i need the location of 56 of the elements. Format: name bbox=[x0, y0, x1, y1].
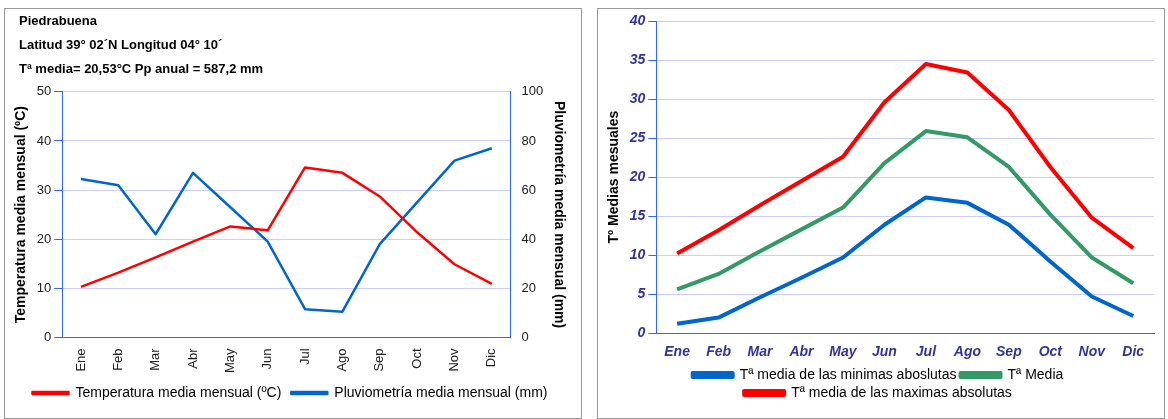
y2-tick-label: 100 bbox=[521, 83, 544, 99]
x-tick-label: Nov bbox=[1078, 343, 1107, 360]
y-tick-label: 15 bbox=[629, 206, 646, 223]
legend-label: Tª Media bbox=[1007, 365, 1064, 382]
x-tick-label: Oct bbox=[1038, 343, 1064, 360]
y2-axis-title: Pluviometría media mensual (mm) bbox=[551, 101, 568, 329]
y-tick-label: 30 bbox=[36, 181, 52, 197]
x-tick-label: Abr bbox=[788, 343, 816, 360]
legend-label: Pluviometría media mensual (mm) bbox=[334, 383, 548, 400]
chart-subtitle: Latitud 39° 02´N Longitud 04° 10´ bbox=[19, 36, 224, 54]
y2-tick-label: 20 bbox=[521, 279, 536, 295]
chart-title: Piedrabuena bbox=[19, 12, 99, 30]
text: Tª media= 20,53°C Pp anual = 587,2 mm bbox=[19, 60, 265, 78]
x-tick-label: Ene bbox=[72, 348, 88, 372]
y-tick-label: 50 bbox=[36, 83, 52, 99]
x-tick-label: Mar bbox=[747, 343, 775, 360]
x-tick-label: Jun bbox=[259, 348, 275, 370]
y-tick-label: 20 bbox=[36, 230, 52, 246]
x-tick-label: Feb bbox=[109, 348, 125, 371]
y-tick-label: 10 bbox=[36, 279, 52, 295]
x-tick-label: Sep bbox=[996, 343, 1023, 360]
x-tick-label: Ago bbox=[333, 348, 349, 372]
legend-label: Tª media de las maximas absolutas bbox=[791, 383, 1012, 400]
y-tick-label: 0 bbox=[44, 329, 52, 345]
x-tick-label: May bbox=[221, 347, 237, 373]
legend-label: Temperatura media mensual (ºC) bbox=[75, 383, 282, 400]
x-tick-label: Sep bbox=[371, 348, 387, 372]
y-tick-label: 20 bbox=[628, 167, 646, 184]
x-tick-label: May bbox=[829, 343, 858, 360]
x-tick-label: Dic bbox=[1122, 343, 1145, 360]
x-tick-label: Mar bbox=[147, 347, 163, 371]
y2-tick-label: 0 bbox=[521, 329, 529, 345]
y-tick-label: 40 bbox=[628, 11, 646, 28]
x-tick-label: Ago bbox=[952, 343, 982, 360]
y-tick-label: 40 bbox=[36, 132, 52, 148]
x-tick-label: Nov bbox=[446, 347, 462, 372]
x-tick-label: Abr bbox=[184, 347, 200, 369]
y-tick-label: 25 bbox=[628, 128, 646, 145]
y-tick-label: 10 bbox=[629, 246, 646, 263]
y-tick-label: 30 bbox=[629, 89, 646, 106]
x-tick-label: Jun bbox=[872, 343, 897, 360]
y2-tick-label: 60 bbox=[521, 181, 536, 197]
y2-tick-label: 80 bbox=[521, 132, 536, 148]
y-tick-label: 5 bbox=[637, 285, 646, 302]
x-tick-label: Ene bbox=[664, 343, 691, 360]
x-tick-label: Jul bbox=[296, 348, 312, 366]
y-axis-title: Temperatura media mensual (ºC) bbox=[12, 106, 29, 324]
x-tick-label: Feb bbox=[706, 343, 732, 360]
y-tick-label: 0 bbox=[637, 324, 646, 341]
x-tick-label: Jul bbox=[915, 343, 938, 360]
y-tick-label: 35 bbox=[629, 50, 646, 67]
y2-tick-label: 40 bbox=[521, 230, 536, 246]
legend-label: Tª media de las minimas aboslutas bbox=[739, 365, 957, 382]
x-tick-label: Oct bbox=[408, 348, 424, 369]
x-tick-label: Dic bbox=[483, 347, 499, 368]
y-axis-title: Tº Medias mesuales bbox=[605, 110, 622, 244]
